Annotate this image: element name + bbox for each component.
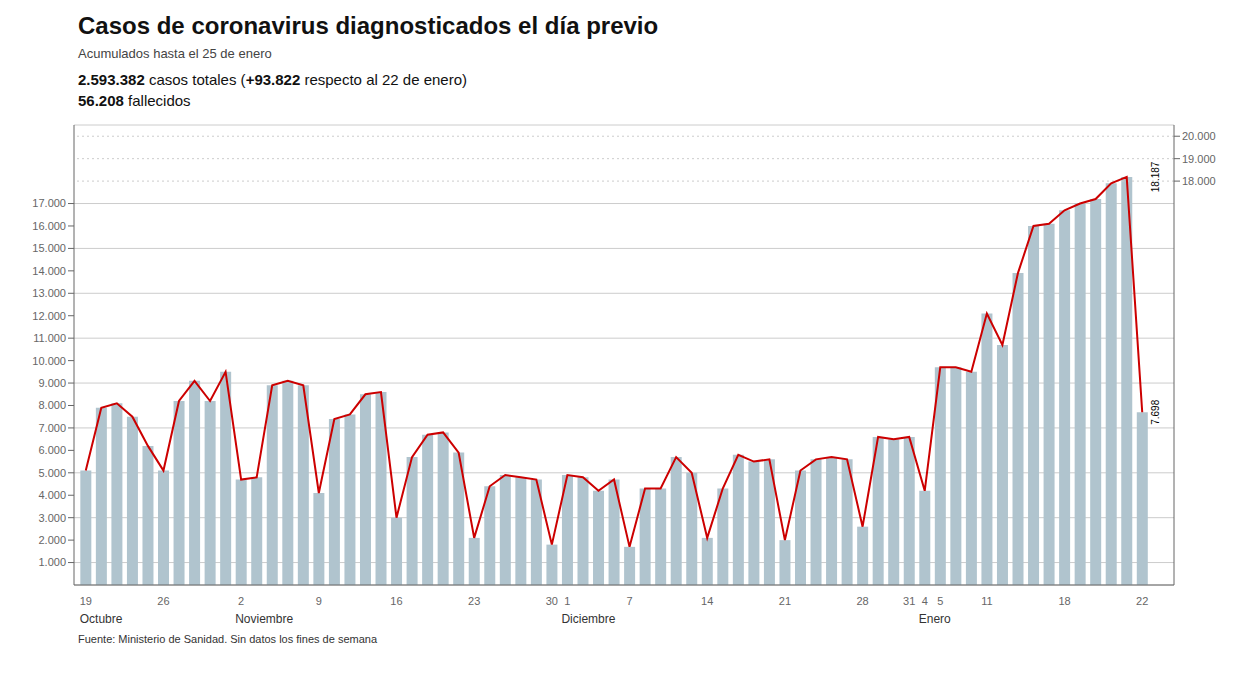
- svg-text:6.000: 6.000: [38, 444, 66, 456]
- svg-text:5.000: 5.000: [38, 467, 66, 479]
- html-text:Casos de coronavirus diagnosti: Casos de coronavirus diagnosticados el d…: [78, 12, 659, 39]
- svg-text:2: 2: [238, 595, 244, 607]
- svg-text:21: 21: [779, 595, 791, 607]
- svg-text:Octubre: Octubre: [80, 612, 123, 626]
- svg-text:18: 18: [1058, 595, 1070, 607]
- html-text:56.208 fallecidos: 56.208 fallecidos: [78, 92, 191, 109]
- svg-text:26: 26: [157, 595, 169, 607]
- svg-text:16: 16: [390, 595, 402, 607]
- svg-text:19.000: 19.000: [1182, 153, 1216, 165]
- svg-text:20.000: 20.000: [1182, 130, 1216, 142]
- svg-text:Diciembre: Diciembre: [561, 612, 615, 626]
- svg-text:23: 23: [468, 595, 480, 607]
- svg-text:7: 7: [626, 595, 632, 607]
- svg-text:31: 31: [903, 595, 915, 607]
- svg-text:7.000: 7.000: [38, 422, 66, 434]
- svg-text:30: 30: [546, 595, 558, 607]
- svg-text:9: 9: [316, 595, 322, 607]
- svg-text:1: 1: [564, 595, 570, 607]
- svg-text:3.000: 3.000: [38, 512, 66, 524]
- svg-text:7.698: 7.698: [1150, 399, 1161, 424]
- svg-text:11: 11: [981, 595, 992, 607]
- html-text:Acumulados hasta el 25 de ener: Acumulados hasta el 25 de enero: [78, 46, 272, 61]
- svg-text:4.000: 4.000: [38, 489, 66, 501]
- svg-text:14.000: 14.000: [32, 265, 66, 277]
- svg-text:14: 14: [701, 595, 713, 607]
- svg-text:9.000: 9.000: [38, 377, 66, 389]
- svg-text:19: 19: [80, 595, 92, 607]
- svg-text:5: 5: [937, 595, 943, 607]
- svg-text:22: 22: [1136, 595, 1148, 607]
- svg-text:15.000: 15.000: [32, 242, 66, 254]
- svg-text:28: 28: [856, 595, 868, 607]
- svg-text:18.187: 18.187: [1150, 161, 1161, 192]
- svg-text:1.000: 1.000: [38, 556, 66, 568]
- svg-text:11.000: 11.000: [33, 332, 66, 344]
- svg-text:8.000: 8.000: [38, 399, 66, 411]
- svg-text:2.000: 2.000: [38, 534, 66, 546]
- svg-text:13.000: 13.000: [32, 287, 66, 299]
- svg-text:10.000: 10.000: [32, 355, 66, 367]
- svg-text:4: 4: [922, 595, 928, 607]
- html-text:2.593.382 casos totales (+93.8: 2.593.382 casos totales (+93.822 respect…: [78, 71, 467, 88]
- svg-text:17.000: 17.000: [32, 197, 66, 209]
- html-text:Fuente: Ministerio de Sanidad.: Fuente: Ministerio de Sanidad. Sin datos…: [78, 633, 377, 645]
- svg-text:18.000: 18.000: [1182, 175, 1216, 187]
- svg-text:Enero: Enero: [919, 612, 951, 626]
- svg-text:Noviembre: Noviembre: [235, 612, 293, 626]
- svg-text:16.000: 16.000: [32, 220, 66, 232]
- svg-text:12.000: 12.000: [32, 310, 66, 322]
